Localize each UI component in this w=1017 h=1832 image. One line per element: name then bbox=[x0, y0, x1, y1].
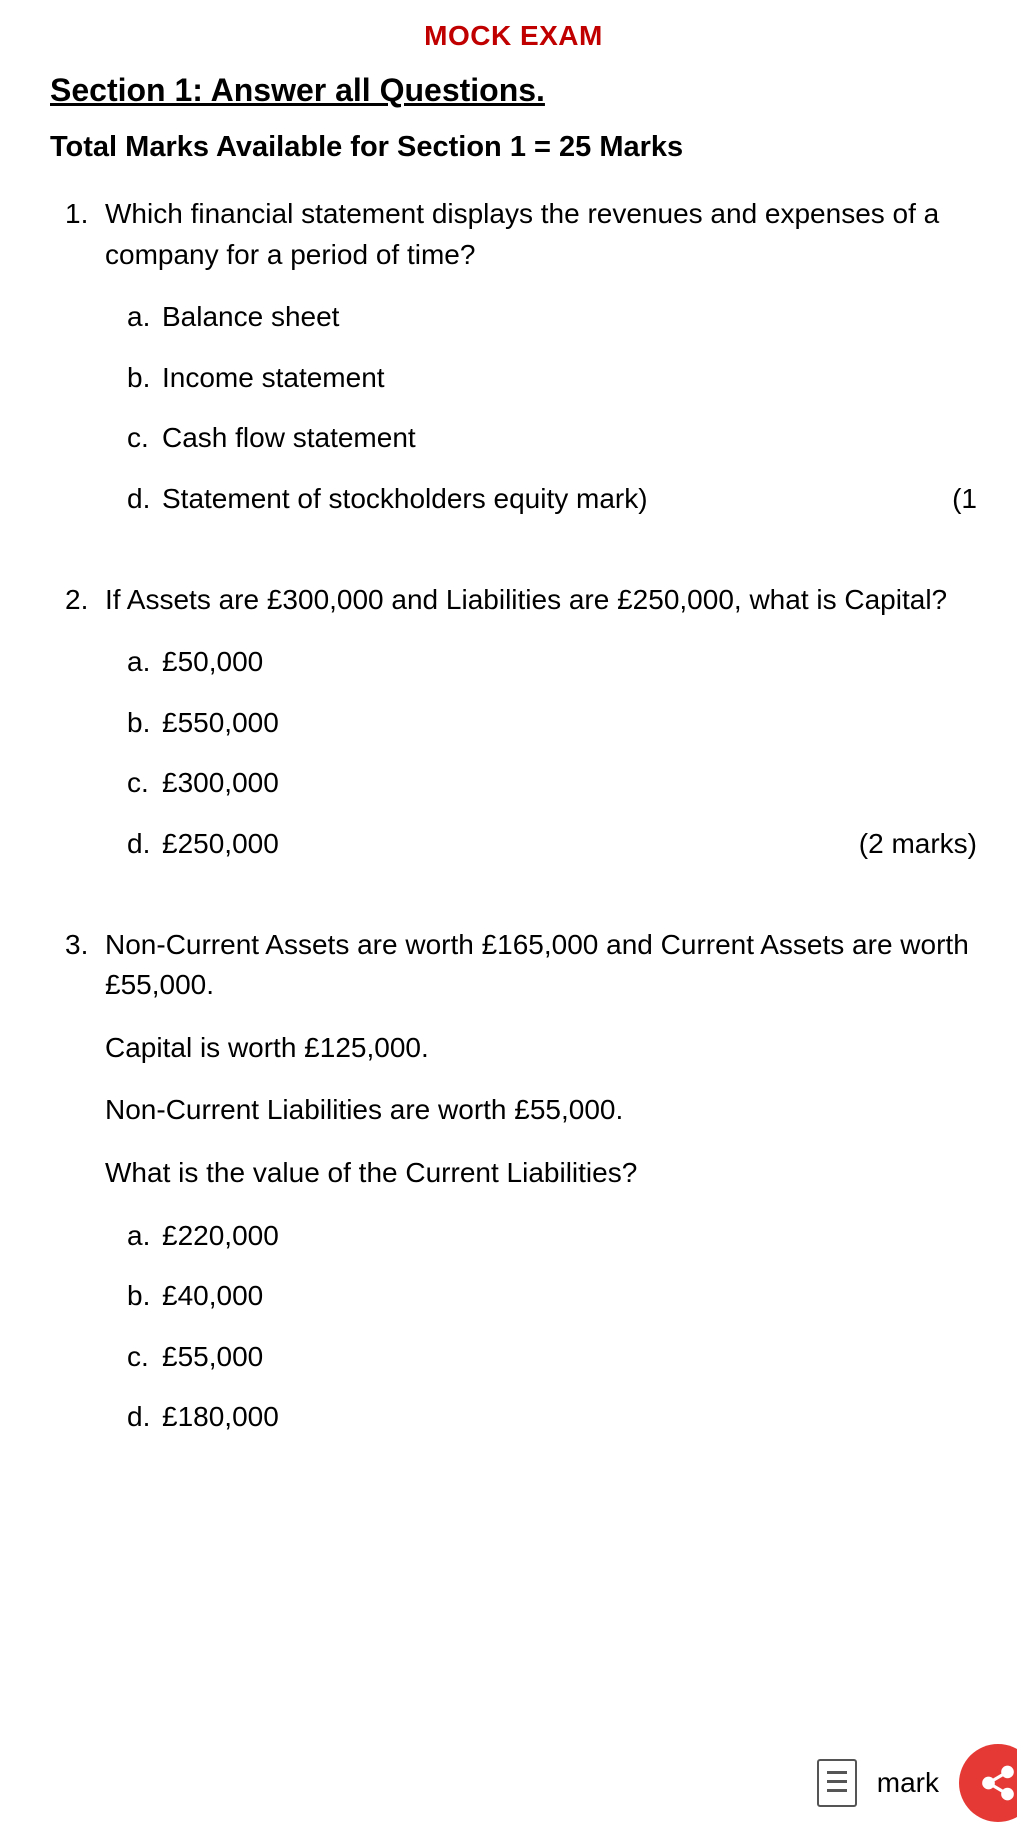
question-stem: 1.Which financial statement displays the… bbox=[105, 194, 977, 275]
option-text: £300,000 bbox=[162, 767, 279, 798]
option-row: b. £550,000 bbox=[127, 703, 977, 744]
option-letter: b. bbox=[127, 703, 150, 744]
question-block: 2. If Assets are £300,000 and Liabilities… bbox=[50, 580, 977, 865]
option-text: £550,000 bbox=[162, 707, 279, 738]
option-row: c. £55,000 bbox=[127, 1337, 977, 1378]
option-text: £55,000 bbox=[162, 1341, 263, 1372]
option-row: c. Cash flow statement bbox=[127, 418, 977, 459]
option-letter: d. bbox=[127, 479, 150, 520]
option-row: a. £50,000 bbox=[127, 642, 977, 683]
section-title: Section 1: Answer all Questions. bbox=[50, 72, 977, 109]
floating-toolbar: mark bbox=[817, 1744, 1017, 1822]
option-letter: d. bbox=[127, 1397, 150, 1438]
question-number: 1. bbox=[65, 194, 88, 235]
option-row: c. £300,000 bbox=[127, 763, 977, 804]
option-row: d. £250,000(2 marks) bbox=[127, 824, 977, 865]
option-row: a. Balance sheet bbox=[127, 297, 977, 338]
option-marks: (2 marks) bbox=[859, 824, 977, 865]
exam-title: MOCK EXAM bbox=[50, 20, 977, 52]
question-extra-line: Non-Current Liabilities are worth £55,00… bbox=[105, 1090, 977, 1131]
option-letter: a. bbox=[127, 642, 150, 683]
question-block: 3. Non-Current Assets are worth £165,000 … bbox=[50, 925, 977, 1438]
option-text: £220,000 bbox=[162, 1220, 279, 1251]
question-block: 1. Which financial statement displays the… bbox=[50, 194, 977, 520]
share-button[interactable] bbox=[959, 1744, 1017, 1822]
options-list: a. Balance sheet b. Income statement c. Cash … bbox=[105, 297, 977, 519]
question-text: Which financial statement displays the r… bbox=[105, 198, 939, 270]
question-number: 2. bbox=[65, 580, 88, 621]
option-row: a. £220,000 bbox=[127, 1216, 977, 1257]
option-letter: a. bbox=[127, 1216, 150, 1257]
option-letter: a. bbox=[127, 297, 150, 338]
exam-page: MOCK EXAM Section 1: Answer all Question… bbox=[0, 0, 1017, 1578]
text-fragment: mark bbox=[877, 1767, 939, 1799]
option-text: Balance sheet bbox=[162, 301, 339, 332]
option-text: Cash flow statement bbox=[162, 422, 416, 453]
question-stem: 3.Non-Current Assets are worth £165,000 … bbox=[105, 925, 977, 1006]
option-letter: c. bbox=[127, 418, 149, 459]
option-letter: b. bbox=[127, 358, 150, 399]
option-text: £250,000 bbox=[162, 824, 859, 865]
option-letter: c. bbox=[127, 763, 149, 804]
option-text: Statement of stockholders equity mark) bbox=[162, 479, 952, 520]
option-text: Income statement bbox=[162, 362, 385, 393]
option-marks: (1 bbox=[952, 479, 977, 520]
option-row: d. Statement of stockholders equity mark)… bbox=[127, 479, 977, 520]
option-text: £180,000 bbox=[162, 1401, 279, 1432]
option-letter: b. bbox=[127, 1276, 150, 1317]
options-list: a. £50,000 b. £550,000 c. £300,000 d. £250,000(… bbox=[105, 642, 977, 864]
options-list: a. £220,000 b. £40,000 c. £55,000 d. £180,000 bbox=[105, 1216, 977, 1438]
option-text: £50,000 bbox=[162, 646, 263, 677]
option-row: d. £180,000 bbox=[127, 1397, 977, 1438]
option-row: b. Income statement bbox=[127, 358, 977, 399]
question-text: Non-Current Assets are worth £165,000 an… bbox=[105, 929, 969, 1001]
total-marks: Total Marks Available for Section 1 = 25… bbox=[50, 131, 977, 164]
option-letter: c. bbox=[127, 1337, 149, 1378]
option-letter: d. bbox=[127, 824, 150, 865]
question-number: 3. bbox=[65, 925, 88, 966]
share-icon bbox=[979, 1764, 1017, 1802]
option-row: b. £40,000 bbox=[127, 1276, 977, 1317]
question-extra-line: Capital is worth £125,000. bbox=[105, 1028, 977, 1069]
option-text: £40,000 bbox=[162, 1280, 263, 1311]
questions-container: 1. Which financial statement displays the… bbox=[50, 194, 977, 1438]
question-text: If Assets are £300,000 and Liabilities a… bbox=[105, 584, 947, 615]
document-icon[interactable] bbox=[817, 1759, 857, 1807]
question-stem: 2.If Assets are £300,000 and Liabilities… bbox=[105, 580, 977, 621]
question-extra-line: What is the value of the Current Liabili… bbox=[105, 1153, 977, 1194]
